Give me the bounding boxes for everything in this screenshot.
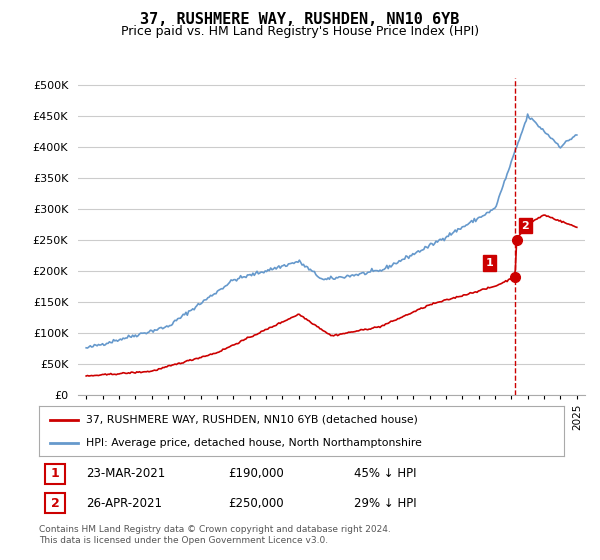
- Text: 2: 2: [51, 497, 59, 510]
- Text: 1: 1: [51, 468, 59, 480]
- Text: 26-APR-2021: 26-APR-2021: [86, 497, 162, 510]
- Text: 37, RUSHMERE WAY, RUSHDEN, NN10 6YB (detached house): 37, RUSHMERE WAY, RUSHDEN, NN10 6YB (det…: [86, 414, 418, 424]
- Text: 37, RUSHMERE WAY, RUSHDEN, NN10 6YB: 37, RUSHMERE WAY, RUSHDEN, NN10 6YB: [140, 12, 460, 27]
- FancyBboxPatch shape: [46, 493, 65, 514]
- Text: 23-MAR-2021: 23-MAR-2021: [86, 468, 166, 480]
- Text: Contains HM Land Registry data © Crown copyright and database right 2024.
This d: Contains HM Land Registry data © Crown c…: [39, 525, 391, 545]
- Text: £250,000: £250,000: [228, 497, 284, 510]
- Text: HPI: Average price, detached house, North Northamptonshire: HPI: Average price, detached house, Nort…: [86, 438, 422, 448]
- Text: £190,000: £190,000: [228, 468, 284, 480]
- Text: 1: 1: [485, 258, 493, 268]
- Text: Price paid vs. HM Land Registry's House Price Index (HPI): Price paid vs. HM Land Registry's House …: [121, 25, 479, 38]
- Text: 2: 2: [521, 221, 529, 231]
- FancyBboxPatch shape: [46, 464, 65, 484]
- Text: 29% ↓ HPI: 29% ↓ HPI: [354, 497, 416, 510]
- Text: 45% ↓ HPI: 45% ↓ HPI: [354, 468, 416, 480]
